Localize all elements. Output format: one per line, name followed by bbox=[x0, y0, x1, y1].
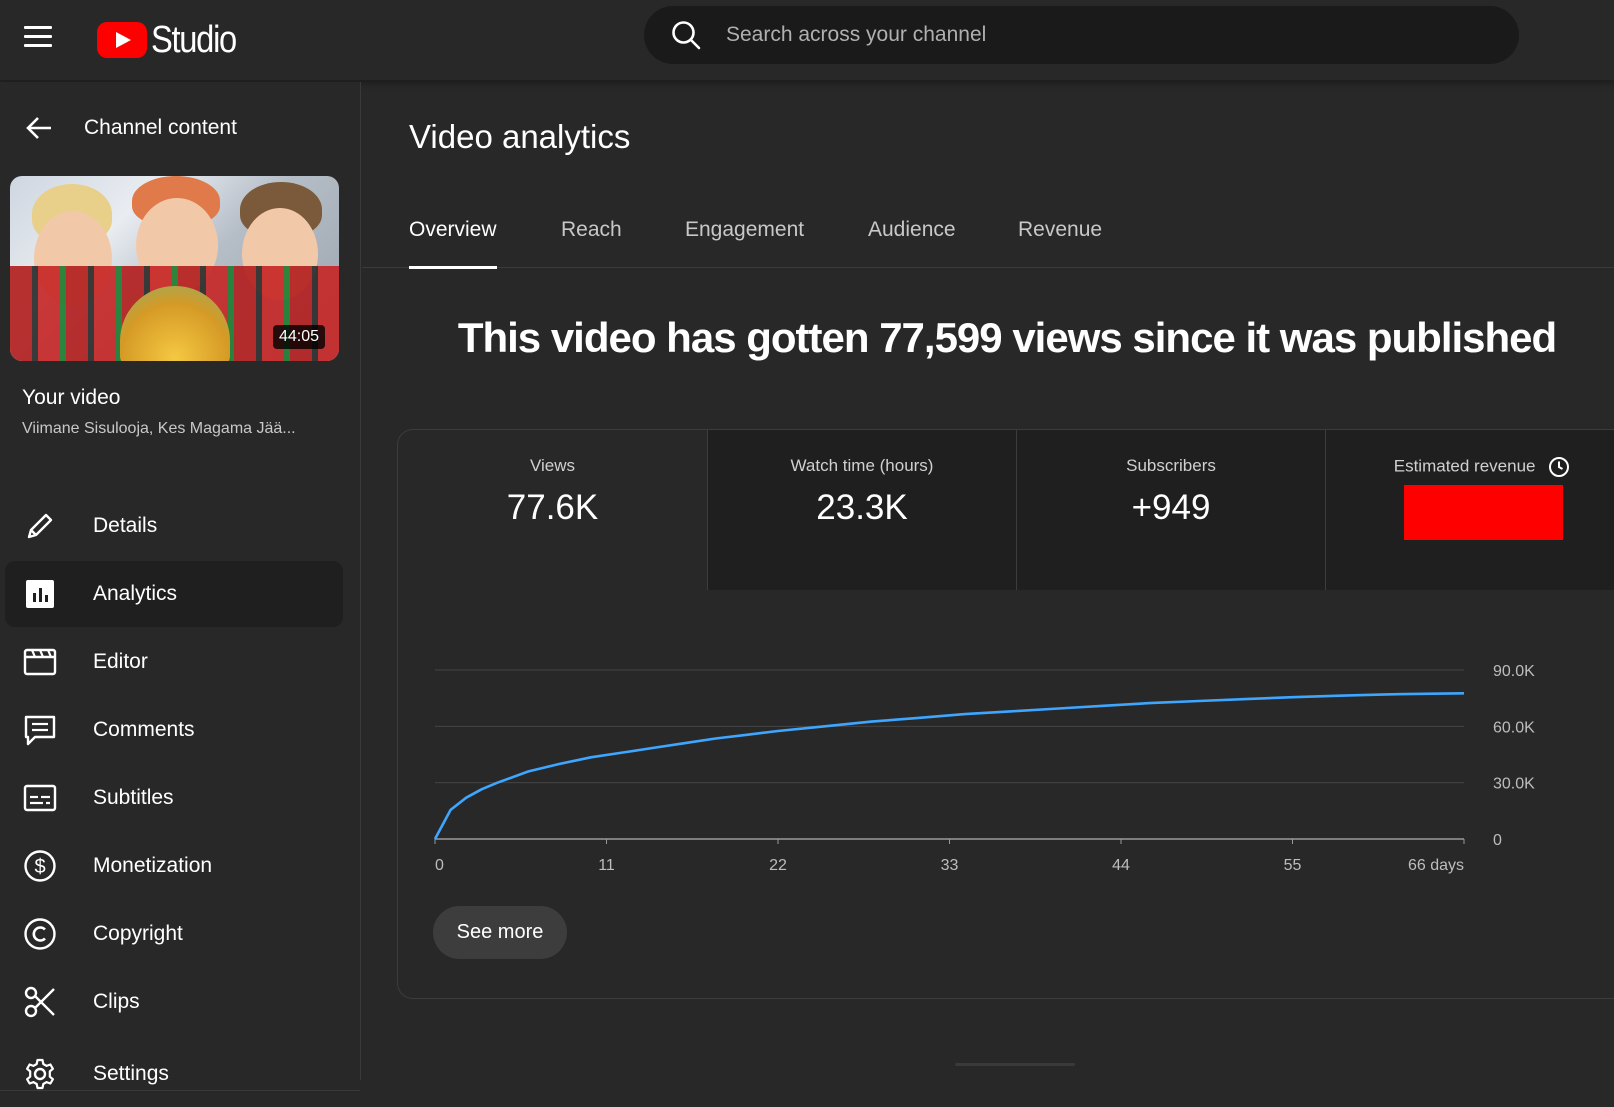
sidebar-item-label: Editor bbox=[93, 650, 148, 673]
page-title: Video analytics bbox=[409, 118, 631, 155]
youtube-play-icon bbox=[97, 22, 147, 58]
redacted-revenue-value bbox=[1404, 485, 1563, 540]
back-label: Channel content bbox=[84, 116, 237, 139]
views-chart: 0 30.0K 60.0K 90.0K 0 11 22 33 44 55 66 days bbox=[433, 663, 1535, 874]
comment-icon bbox=[22, 712, 58, 748]
subtitles-icon bbox=[22, 780, 58, 816]
analytics-icon bbox=[22, 576, 58, 612]
y-tick-label: 30.0K bbox=[1493, 776, 1535, 793]
tab-audience[interactable]: Audience bbox=[868, 218, 956, 241]
metric-watch-time[interactable]: Watch time (hours) 23.3K bbox=[707, 430, 1016, 590]
sidebar-item-label: Analytics bbox=[93, 582, 178, 605]
video-duration: 44:05 bbox=[272, 325, 325, 349]
your-video-label: Your video bbox=[22, 386, 121, 409]
video-title: Viimane Sisulooja, Kes Magama Jää... bbox=[22, 420, 296, 437]
sidebar: Channel content 44:05 Your video Viimane… bbox=[0, 82, 361, 1091]
views-headline: This video has gotten 77,599 views since… bbox=[457, 314, 1557, 361]
top-bar: Studio bbox=[0, 0, 1614, 81]
sidebar-item-label: Clips bbox=[93, 990, 140, 1013]
sidebar-item-analytics[interactable]: Analytics bbox=[5, 561, 343, 627]
metric-subscribers[interactable]: Subscribers +949 bbox=[1016, 430, 1325, 590]
metric-estimated-revenue[interactable]: Estimated revenue bbox=[1325, 430, 1614, 590]
sidebar-item-comments[interactable]: Comments bbox=[5, 697, 343, 763]
sidebar-item-copyright[interactable]: Copyright bbox=[5, 901, 343, 967]
sidebar-item-clips[interactable]: Clips bbox=[5, 969, 343, 1035]
pencil-icon bbox=[22, 508, 58, 544]
back-to-channel-content[interactable]: Channel content bbox=[0, 102, 360, 154]
y-tick-label: 60.0K bbox=[1493, 719, 1535, 736]
x-tick-label: 55 bbox=[1284, 857, 1302, 874]
views-series-line bbox=[433, 692, 1465, 840]
sidebar-item-monetization[interactable]: $ Monetization bbox=[5, 833, 343, 899]
gear-icon bbox=[22, 1056, 58, 1092]
sidebar-item-label: Subtitles bbox=[93, 786, 174, 809]
metric-label: Subscribers bbox=[1126, 456, 1216, 475]
sidebar-item-settings[interactable]: Settings bbox=[5, 1041, 343, 1107]
x-tick-label: 44 bbox=[1112, 857, 1130, 874]
y-tick-label: 90.0K bbox=[1493, 663, 1535, 680]
menu-icon[interactable] bbox=[24, 22, 60, 58]
tab-revenue[interactable]: Revenue bbox=[1018, 218, 1103, 241]
sidebar-item-subtitles[interactable]: Subtitles bbox=[5, 765, 343, 831]
sidebar-item-editor[interactable]: Editor bbox=[5, 629, 343, 695]
x-tick-label: 33 bbox=[941, 857, 959, 874]
video-thumbnail[interactable]: 44:05 bbox=[10, 176, 339, 361]
search-bar[interactable] bbox=[644, 6, 1519, 64]
x-tick-label: 11 bbox=[598, 857, 615, 874]
studio-logo[interactable]: Studio bbox=[97, 14, 250, 66]
overview-card: Views 77.6K Watch time (hours) 23.3K Sub… bbox=[397, 429, 1614, 999]
tab-engagement[interactable]: Engagement bbox=[685, 218, 805, 241]
sidebar-item-details[interactable]: Details bbox=[5, 493, 343, 559]
x-tick-label: 66 days bbox=[1408, 857, 1464, 874]
tab-overview[interactable]: Overview bbox=[409, 218, 497, 269]
back-arrow-icon[interactable] bbox=[24, 113, 54, 143]
metric-value: 23.3K bbox=[816, 488, 908, 527]
clock-icon bbox=[1549, 457, 1570, 477]
sidebar-item-label: Comments bbox=[93, 718, 195, 741]
studio-wordmark: Studio bbox=[151, 18, 237, 61]
dollar-icon: $ bbox=[22, 848, 58, 884]
see-more-button[interactable]: See more bbox=[433, 906, 567, 959]
sidebar-item-label: Settings bbox=[93, 1062, 169, 1085]
sidebar-item-label: Details bbox=[93, 514, 158, 537]
metric-label-text: Estimated revenue bbox=[1393, 456, 1536, 476]
y-tick-label: 0 bbox=[1493, 832, 1502, 849]
metric-views[interactable]: Views 77.6K bbox=[398, 430, 707, 590]
search-icon[interactable] bbox=[670, 19, 702, 51]
svg-text:$: $ bbox=[34, 856, 45, 878]
metric-label: Views bbox=[529, 456, 576, 475]
metric-value: +949 bbox=[1131, 488, 1211, 527]
metric-value: 77.6K bbox=[506, 488, 599, 527]
metric-label: Estimated revenue bbox=[1326, 456, 1614, 478]
metric-label: Watch time (hours) bbox=[790, 456, 934, 475]
tab-reach[interactable]: Reach bbox=[561, 218, 622, 241]
sidebar-item-label: Copyright bbox=[93, 922, 183, 945]
scroll-indicator bbox=[955, 1063, 1075, 1066]
search-input[interactable] bbox=[726, 23, 1486, 47]
scissors-icon bbox=[22, 984, 58, 1020]
sidebar-item-label: Monetization bbox=[93, 854, 213, 877]
clapperboard-icon bbox=[22, 644, 58, 680]
x-tick-label: 0 bbox=[435, 857, 444, 874]
analytics-tabs: Overview Reach Engagement Audience Reven… bbox=[362, 204, 1614, 269]
x-tick-label: 22 bbox=[769, 857, 787, 874]
copyright-icon bbox=[22, 916, 58, 952]
